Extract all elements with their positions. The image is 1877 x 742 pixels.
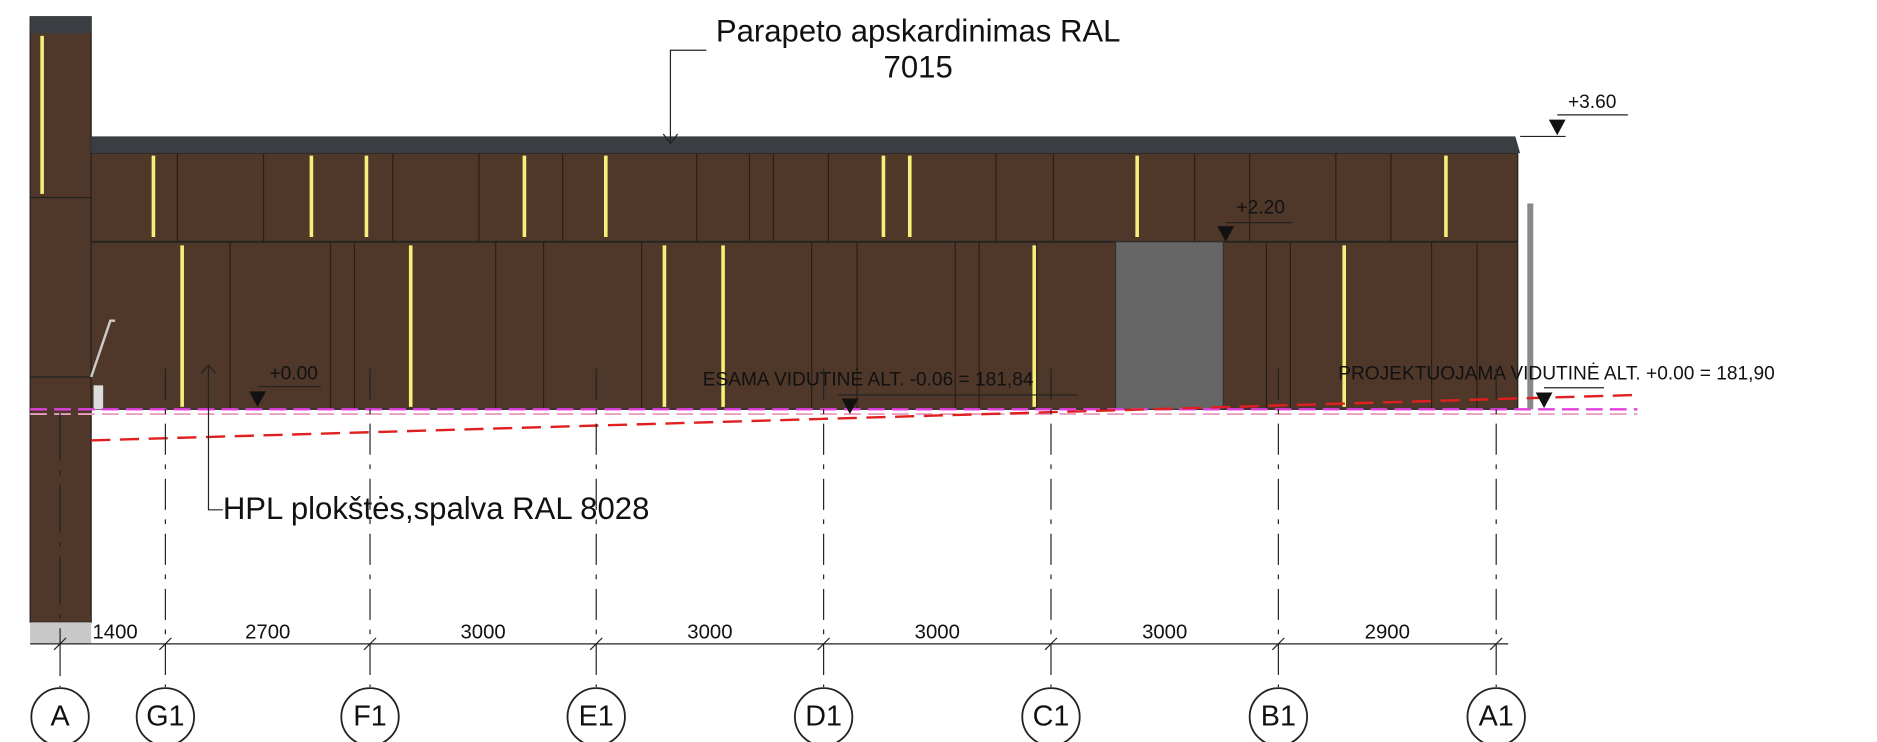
- axis-label: D1: [805, 701, 842, 733]
- axis-label: E1: [579, 701, 614, 733]
- axis-grid: A G1 F1 E1 D1 C1 B1 A1 1400 2700 3000 3000 3000 3000 2…: [30, 368, 1526, 742]
- axis-bubble: [30, 687, 90, 742]
- dimension-tick: [53, 637, 67, 651]
- axis-bubble: [566, 687, 626, 742]
- arrow: [200, 364, 217, 374]
- rail: [90, 319, 116, 378]
- dimension-tick: [1044, 637, 1058, 651]
- panels-label: HPL plokštės,spalva RAL 8028: [223, 491, 650, 526]
- dimension-label: 3000: [687, 621, 732, 643]
- level-marker: [249, 391, 266, 407]
- door: [1115, 241, 1224, 410]
- dimension-tick: [1271, 637, 1285, 651]
- dimension-tick: [1489, 637, 1503, 651]
- level-marker: [841, 398, 859, 415]
- parapet: [91, 136, 1521, 154]
- projected-alt-label: PROJEKTUOJAMA VIDUTINĖ ALT. +0.00 = 181,…: [1338, 364, 1775, 385]
- dimension-tick: [363, 637, 377, 651]
- dimension-label: 1400: [93, 621, 138, 643]
- dimension-label: 3000: [1142, 621, 1187, 643]
- leader: [669, 49, 707, 142]
- side-cap: [30, 16, 92, 34]
- parapet-label: Parapeto apskardinimas RAL: [716, 14, 1121, 49]
- level-label: +2.20: [1236, 197, 1284, 218]
- level-marker: [1217, 226, 1235, 242]
- dimension-label: 3000: [915, 621, 960, 643]
- axis-bubble: [135, 687, 195, 742]
- step: [93, 385, 104, 410]
- arrow: [662, 133, 679, 145]
- axis-label: C1: [1033, 701, 1070, 733]
- dimension-tick: [817, 637, 831, 651]
- level-label: +3.60: [1568, 92, 1616, 113]
- leader: [207, 365, 223, 511]
- level-marker: [1535, 392, 1553, 409]
- existing-alt-label: ESAMA VIDUTINĖ ALT. -0.06 = 181,84: [703, 370, 1034, 391]
- axis-label: G1: [146, 701, 184, 733]
- facade: [90, 152, 1519, 410]
- axis-bubble: [1248, 687, 1308, 742]
- axis-bubble: [1466, 687, 1526, 742]
- parapet-label: 7015: [884, 50, 953, 85]
- dimension-label: 3000: [461, 621, 506, 643]
- axis-bubble: [793, 687, 854, 742]
- post: [1527, 203, 1534, 410]
- axis-label: A: [50, 701, 70, 733]
- level-label: +0.00: [270, 364, 318, 385]
- axis-bubble: [340, 687, 400, 742]
- level-marker: [1548, 119, 1566, 136]
- panel-joints: [151, 153, 1478, 410]
- dimension-label: 2700: [245, 621, 290, 643]
- axis-label: F1: [353, 701, 387, 733]
- dimension-label: 2900: [1365, 621, 1410, 643]
- axis-label: A1: [1479, 701, 1514, 733]
- dimension-tick: [158, 637, 172, 651]
- axis-label: B1: [1261, 701, 1296, 733]
- dimension-tick: [589, 637, 603, 651]
- axis-bubble: [1021, 687, 1081, 742]
